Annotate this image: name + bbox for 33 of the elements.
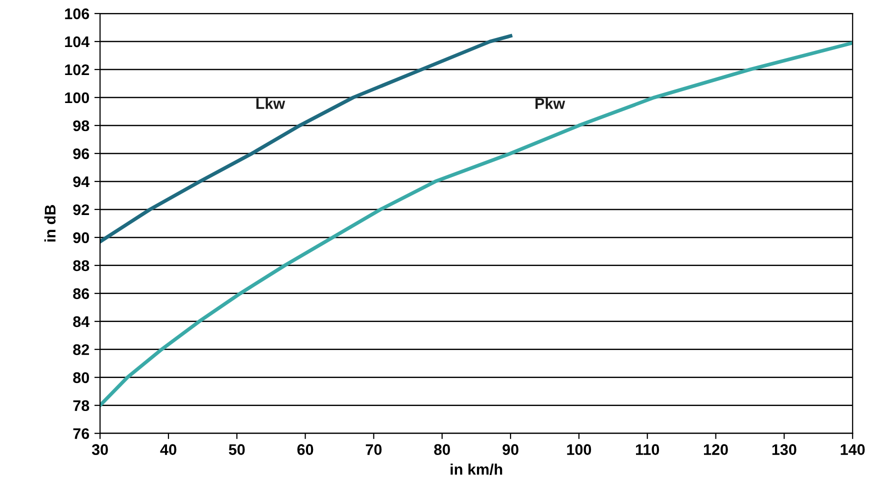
y-tick-label: 82 bbox=[73, 344, 90, 356]
y-tick-label: 76 bbox=[73, 428, 90, 440]
y-tick-label: 78 bbox=[73, 400, 90, 412]
series-label: Pkw bbox=[536, 98, 566, 109]
y-tick-label: 96 bbox=[73, 148, 90, 160]
x-tick-label: 100 bbox=[567, 444, 592, 456]
y-tick-label: 90 bbox=[73, 232, 90, 244]
y-tick-label: 94 bbox=[73, 176, 90, 188]
x-axis-title: in km/h bbox=[450, 464, 502, 475]
series-label: Lkw bbox=[256, 98, 286, 109]
y-tick-label: 86 bbox=[73, 288, 90, 300]
x-tick-label: 50 bbox=[228, 444, 245, 456]
x-tick-label: 110 bbox=[636, 444, 660, 456]
y-tick-label: 84 bbox=[73, 316, 90, 328]
x-tick-label: 80 bbox=[434, 444, 450, 456]
x-tick-label: 90 bbox=[502, 444, 518, 456]
x-tick-label: 140 bbox=[840, 444, 865, 456]
y-axis-title: in dB bbox=[44, 205, 56, 242]
y-tick-label: 98 bbox=[73, 120, 90, 132]
y-tick-label: 102 bbox=[65, 64, 90, 76]
x-tick-label: 30 bbox=[92, 444, 108, 456]
y-tick-label: 100 bbox=[65, 92, 90, 104]
y-tick-label: 104 bbox=[65, 36, 90, 48]
y-tick-label: 80 bbox=[73, 372, 90, 384]
y-tick-label: 88 bbox=[73, 260, 90, 272]
x-tick-label: 70 bbox=[366, 444, 382, 456]
line-series bbox=[100, 34, 512, 244]
x-tick-label: 60 bbox=[297, 444, 314, 456]
x-tick-label: 130 bbox=[772, 444, 796, 456]
x-tick-label: 120 bbox=[704, 444, 728, 456]
y-tick-label: 106 bbox=[65, 8, 90, 20]
y-tick-label: 92 bbox=[73, 204, 90, 216]
x-tick-label: 40 bbox=[160, 444, 176, 456]
